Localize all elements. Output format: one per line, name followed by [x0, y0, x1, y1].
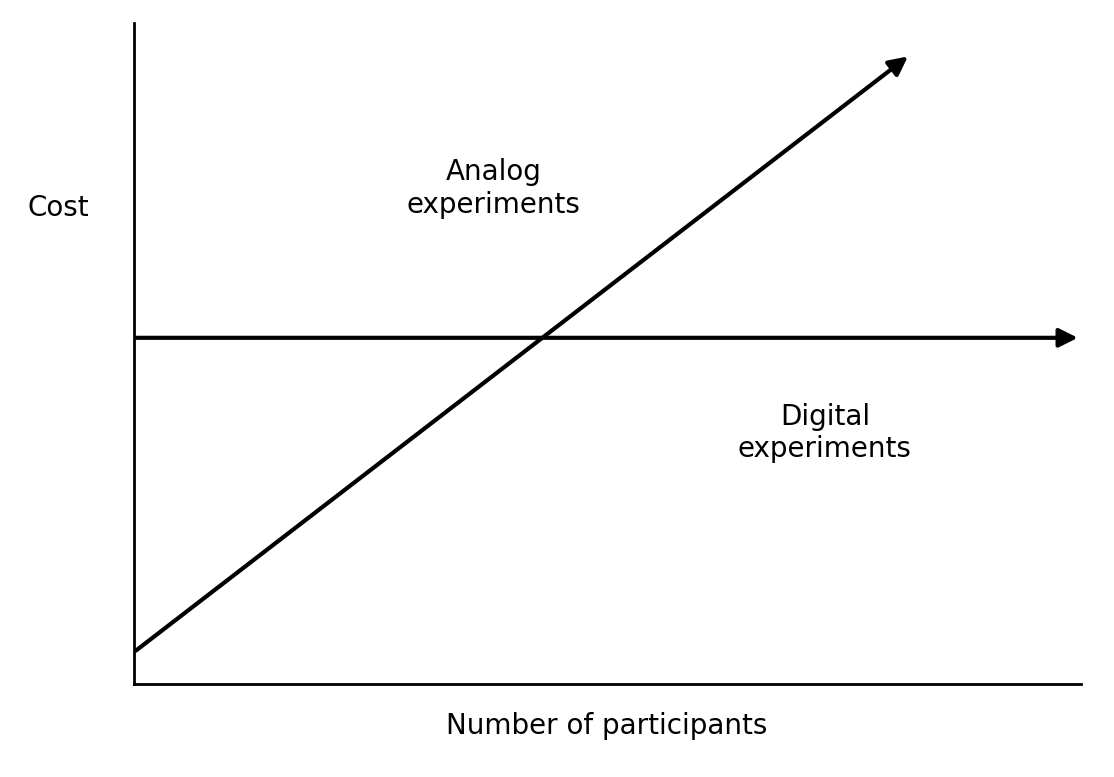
X-axis label: Number of participants: Number of participants [447, 712, 768, 740]
Text: Cost: Cost [27, 194, 89, 222]
Text: Digital
experiments: Digital experiments [737, 402, 912, 463]
Text: Analog
experiments: Analog experiments [407, 159, 580, 218]
